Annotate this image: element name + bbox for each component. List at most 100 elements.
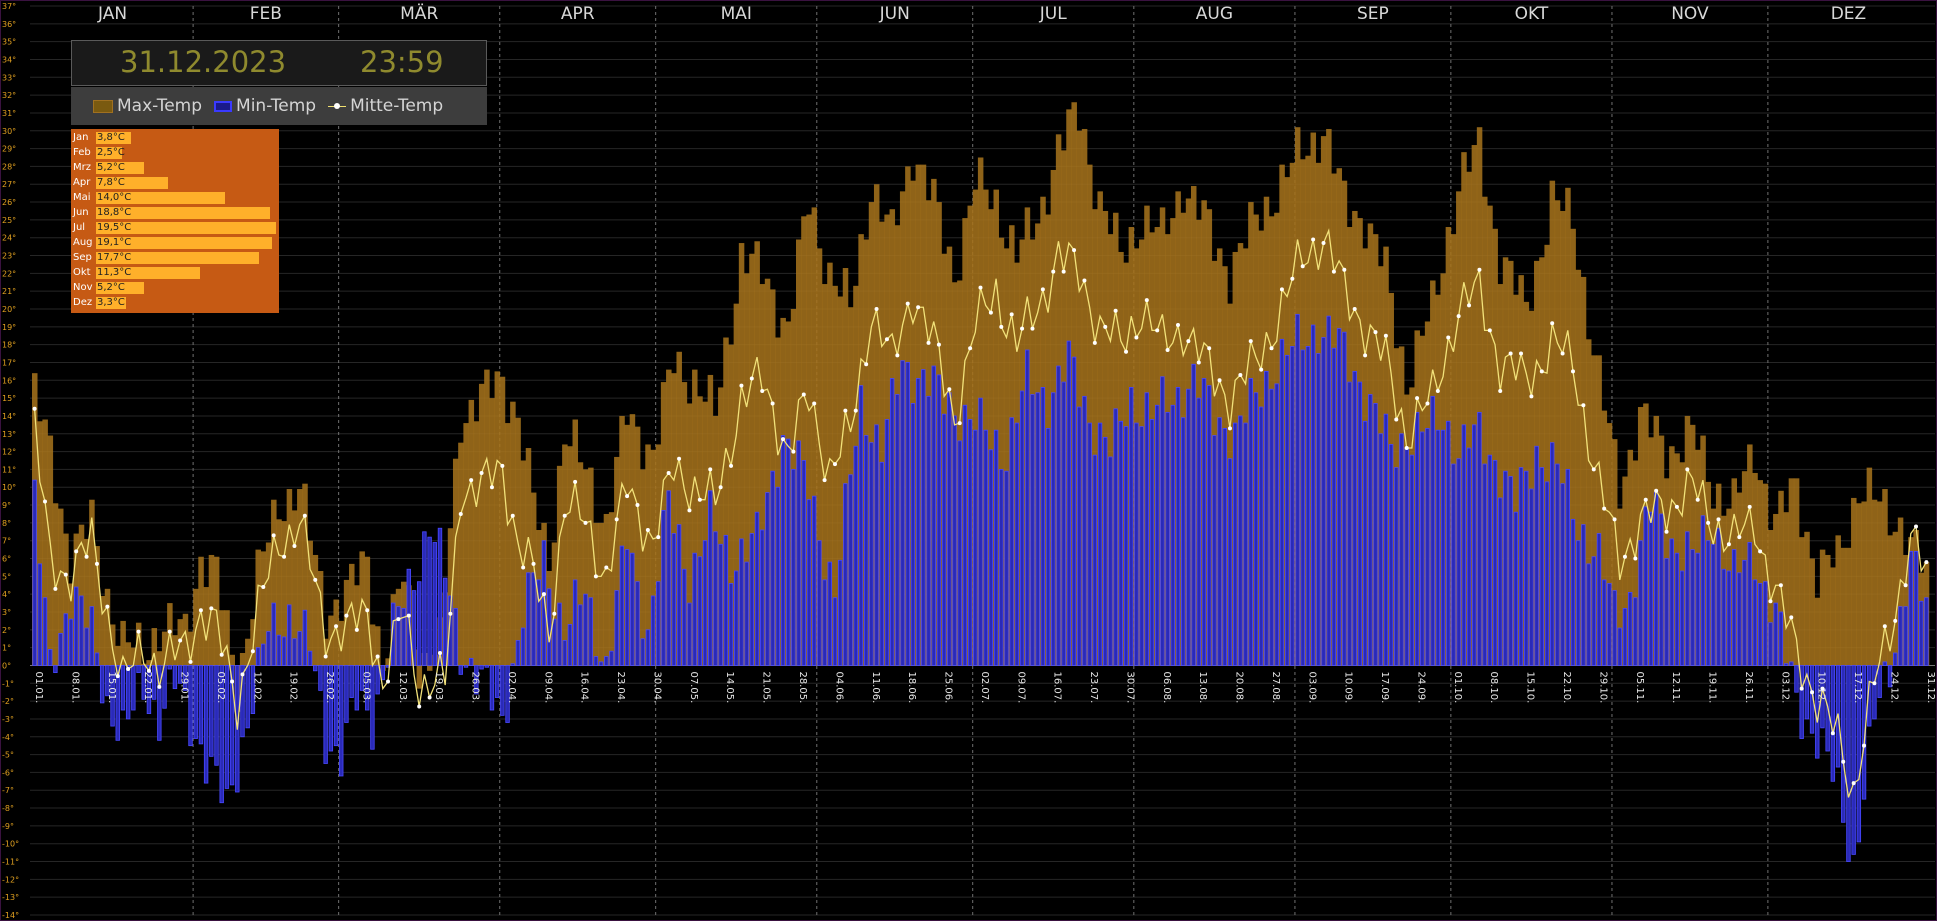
max-temp-bar (598, 522, 604, 666)
min-temp-bar (427, 536, 432, 666)
monthly-avg-label: Dez (73, 297, 93, 308)
x-date-label: 30.07. (1124, 671, 1135, 703)
min-temp-bar (1331, 347, 1337, 666)
monthly-avg-label: Jun (73, 207, 89, 218)
min-temp-bar (1342, 331, 1347, 666)
monthly-avg-row: Jun 18,8°C (71, 206, 279, 220)
min-temp-bar (1435, 429, 1441, 666)
mid-temp-point (1446, 335, 1451, 340)
min-temp-bar (203, 665, 209, 784)
mid-temp-point (1747, 504, 1752, 509)
min-temp-bar (791, 469, 796, 666)
y-tick-label: 11° (2, 465, 16, 474)
min-temp-bar (624, 549, 630, 666)
x-date-label: 13.08. (1197, 671, 1208, 703)
max-temp-bar (333, 599, 339, 666)
y-tick-label: -5° (2, 751, 14, 760)
mid-temp-point (1051, 269, 1056, 274)
max-temp-bar (634, 426, 641, 666)
min-temp-bar (552, 618, 557, 666)
min-temp-bar (1856, 665, 1862, 843)
y-tick-label: -10° (2, 840, 19, 849)
min-temp-bar (656, 581, 661, 666)
mid-temp-point (198, 608, 203, 613)
month-label: DEZ (1831, 4, 1866, 24)
x-date-label: 19.03. (433, 671, 444, 703)
min-temp-bar (1139, 426, 1144, 666)
min-temp-bar (1170, 404, 1175, 666)
mid-temp-point (884, 337, 889, 342)
mid-temp-point (1217, 378, 1222, 383)
max-temp-bar (219, 610, 225, 666)
max-temp-bar (588, 467, 594, 666)
min-temp-bar (1711, 543, 1716, 666)
max-temp-bar (1788, 478, 1795, 666)
monthly-avg-value: 2,5°C (97, 147, 125, 158)
max-temp-bar (1752, 472, 1758, 666)
max-temp-bar (1882, 489, 1888, 666)
y-tick-label: -13° (2, 893, 19, 902)
month-label: APR (561, 4, 595, 24)
min-temp-bar (1700, 515, 1706, 666)
monthly-avg-value: 3,8°C (97, 132, 125, 143)
min-temp-bar (1674, 552, 1680, 666)
min-temp-bar (806, 499, 812, 666)
min-temp-bar (1175, 387, 1181, 666)
mid-temp-point (864, 362, 869, 367)
mid-temp-point (988, 310, 993, 315)
min-temp-bar (1352, 370, 1357, 666)
max-temp-bar (1830, 567, 1836, 666)
max-temp-bar (1508, 260, 1514, 666)
x-date-label: 16.04. (579, 671, 590, 703)
min-temp-bar (993, 429, 999, 666)
min-temp-bar (110, 665, 115, 727)
min-temp-bar (827, 561, 832, 666)
min-temp-bar (843, 483, 848, 666)
min-temp-bar (588, 597, 593, 666)
mid-temp-point (219, 652, 224, 657)
min-temp-bar (1269, 388, 1274, 666)
mid-temp-point (1862, 743, 1867, 748)
mid-temp-point (645, 528, 650, 533)
max-temp-bar (1840, 547, 1847, 666)
min-temp-bar (1399, 433, 1404, 666)
min-temp-bar (1685, 531, 1690, 666)
max-temp-bar (489, 398, 495, 666)
mid-temp-point (749, 376, 754, 381)
min-temp-bar (754, 511, 760, 666)
min-temp-bar (1123, 426, 1129, 666)
min-temp-bar (687, 602, 692, 666)
max-temp-bar (723, 337, 729, 666)
min-temp-bar (832, 597, 838, 666)
x-date-label: 19.11. (1707, 671, 1718, 703)
min-temp-bar (697, 556, 703, 666)
max-temp-bar (1622, 476, 1628, 666)
monthly-avg-row: Jan 3,8°C (71, 131, 279, 145)
max-temp-bar (816, 248, 823, 666)
mid-temp-point (1435, 388, 1440, 393)
mid-temp-point (32, 406, 37, 411)
max-temp-bar (229, 654, 235, 666)
date-text: 31.12.2023 (120, 45, 287, 79)
x-date-label: 26.11. (1743, 671, 1754, 703)
x-date-label: 07.05. (688, 671, 699, 703)
mid-temp-point (1581, 403, 1586, 408)
mid-temp-point (729, 463, 734, 468)
max-temp-bar (452, 458, 459, 666)
mid-temp-point (739, 383, 744, 388)
mid-temp-point (760, 388, 765, 393)
max-temp-bar (1487, 205, 1493, 666)
mid-temp-point (1331, 269, 1336, 274)
mid-temp-point (812, 401, 817, 406)
min-temp-bar (1908, 551, 1914, 666)
y-tick-label: 22° (2, 269, 16, 278)
mid-temp-point (1841, 759, 1846, 764)
y-tick-label: 13° (2, 430, 16, 439)
min-temp-bar (1030, 394, 1035, 666)
min-temp-bar (1347, 381, 1352, 666)
max-temp-bar (255, 549, 261, 666)
min-temp-bar (531, 572, 536, 666)
mid-temp-point (1539, 369, 1544, 374)
min-temp-bar (1612, 590, 1617, 666)
min-temp-bar (515, 640, 521, 666)
